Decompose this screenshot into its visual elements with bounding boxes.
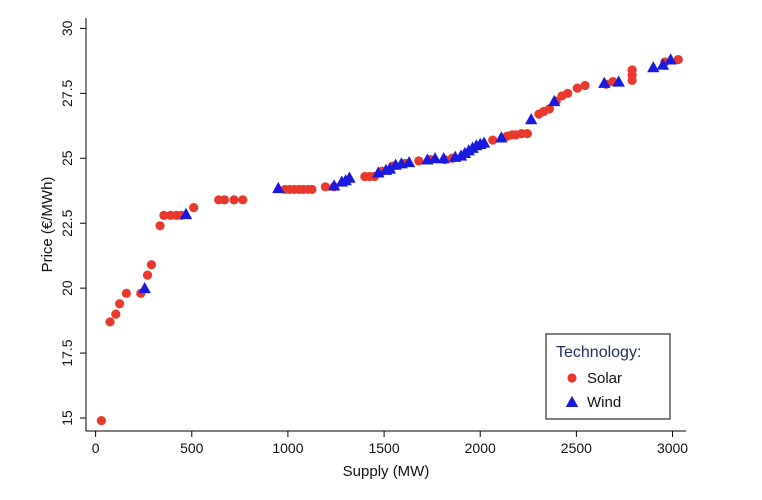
x-tick-label: 3000 <box>657 440 688 456</box>
solar-point <box>627 65 637 75</box>
wind-point <box>477 136 491 148</box>
wind-point <box>402 155 416 168</box>
legend-box <box>545 333 671 420</box>
solar-point <box>121 288 131 298</box>
x-ticks: 0 500 1000 1500 2000 2500 3000 <box>92 431 688 456</box>
wind-point <box>647 61 660 73</box>
legend-entries: Solar Wind <box>565 370 622 411</box>
wind-point <box>327 179 341 191</box>
x-tick-label: 0 <box>92 440 100 456</box>
solar-point <box>219 195 230 205</box>
axes <box>85 18 686 432</box>
solar-point <box>580 80 590 91</box>
solar-point <box>488 135 498 145</box>
legend: Technology: Solar Wind <box>545 333 671 420</box>
series-wind <box>138 53 677 294</box>
y-tick-label: 27.5 <box>59 79 75 106</box>
solar-point <box>307 184 317 195</box>
wind-point <box>437 152 450 164</box>
wind-point <box>548 94 561 107</box>
solar-point <box>96 416 106 426</box>
solar-point <box>229 195 239 205</box>
wind-point <box>664 53 677 65</box>
solar-point <box>563 88 573 98</box>
legend-marker-wind <box>565 395 579 407</box>
solar-point <box>189 203 199 213</box>
solar-point <box>142 270 153 280</box>
x-tick-label: 2000 <box>465 440 496 456</box>
x-tick-label: 1500 <box>368 440 399 456</box>
wind-point <box>272 181 285 194</box>
legend-entry-wind: Wind <box>565 394 621 411</box>
solar-point <box>105 317 115 327</box>
wind-point <box>179 207 193 220</box>
x-tick-label: 500 <box>180 440 204 456</box>
solar-point <box>146 260 156 270</box>
solar-point <box>159 210 169 221</box>
wind-point <box>656 58 670 70</box>
solar-point <box>320 182 331 192</box>
y-axis-title: Price (€/MWh) <box>39 177 56 273</box>
y-tick-label: 17.5 <box>59 339 75 366</box>
wind-point <box>428 152 442 164</box>
solar-point <box>572 83 582 93</box>
legend-label-solar: Solar <box>587 370 622 387</box>
solar-point <box>673 54 683 65</box>
legend-entry-solar: Solar <box>567 370 622 387</box>
y-tick-label: 15 <box>59 410 75 426</box>
solar-point <box>522 128 532 139</box>
wind-point <box>343 171 356 183</box>
wind-point <box>612 75 625 87</box>
wind-point <box>495 131 508 143</box>
solar-point <box>155 221 165 231</box>
solar-point <box>238 195 248 205</box>
solar-point <box>414 156 424 166</box>
y-tick-label: 22.5 <box>59 209 75 236</box>
x-tick-label: 2500 <box>561 440 592 456</box>
y-ticks: 15 17.5 20 22.5 25 27.5 30 <box>59 20 86 426</box>
solar-point <box>544 104 555 114</box>
y-tick-label: 30 <box>59 20 75 36</box>
data-points <box>96 53 683 426</box>
legend-marker-solar <box>567 373 577 383</box>
solar-point <box>115 299 125 309</box>
wind-point <box>598 76 611 88</box>
y-tick-label: 20 <box>59 280 75 296</box>
x-axis-title: Supply (MW) <box>343 463 430 480</box>
solar-point <box>111 309 121 319</box>
wind-point <box>138 281 151 294</box>
x-tick-label: 1000 <box>272 440 303 456</box>
legend-title: Technology: <box>556 344 641 361</box>
wind-point <box>524 113 538 125</box>
y-tick-label: 25 <box>59 150 75 166</box>
wind-point <box>383 162 397 174</box>
legend-label-wind: Wind <box>587 394 621 411</box>
